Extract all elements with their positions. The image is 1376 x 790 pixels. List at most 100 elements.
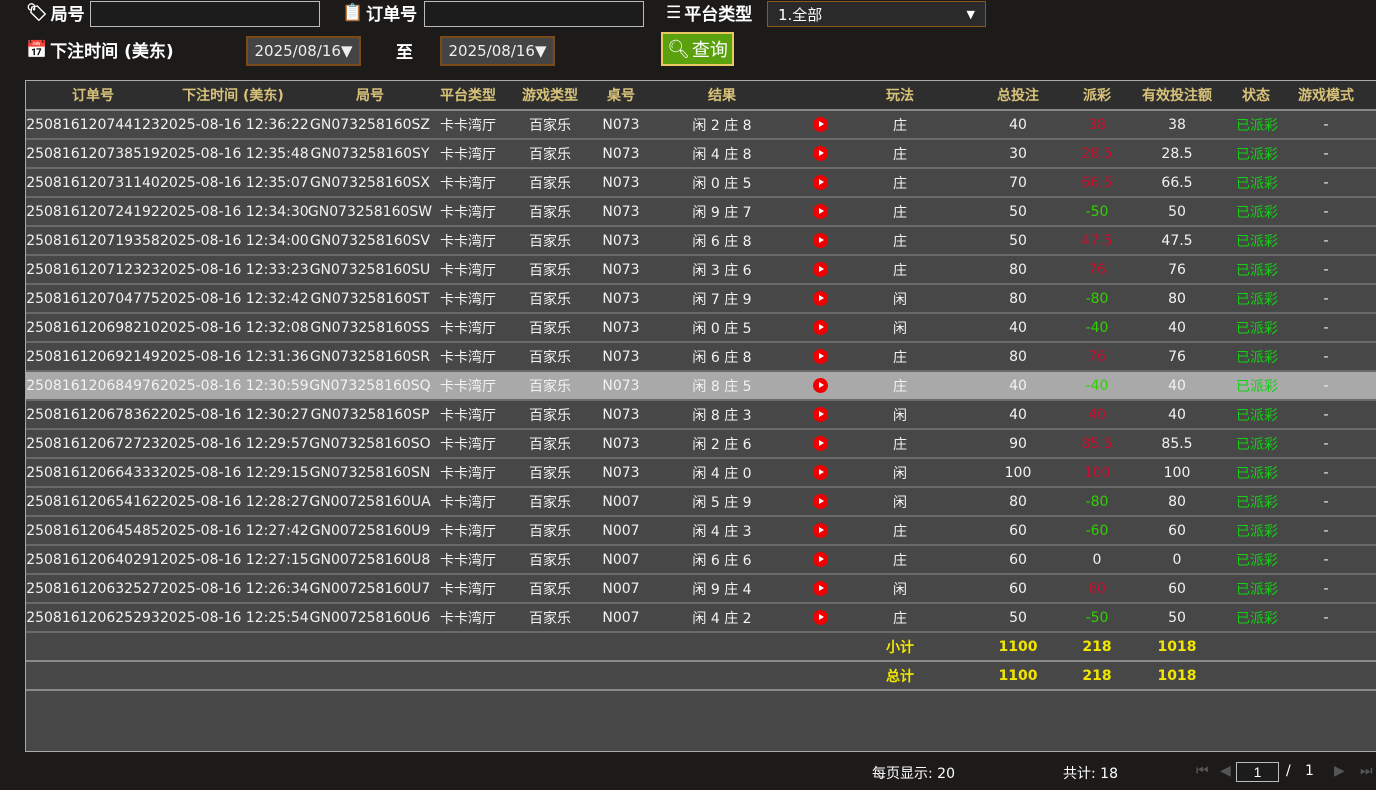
query-button[interactable]: 🔍︎ 查询: [661, 32, 734, 66]
table-row[interactable]: 250816120719358 2025-08-16 12:34:00 GN0732…: [26, 226, 1376, 256]
status-cell: 已派彩: [1236, 168, 1278, 198]
video-play-icon[interactable]: [812, 436, 828, 451]
table-row[interactable]: 250816120731140 2025-08-16 12:35:07 GN0732…: [26, 168, 1376, 198]
status-cell: 已派彩: [1236, 197, 1278, 227]
prev-page-icon[interactable]: ◀: [1220, 763, 1231, 779]
game-type-cell: 百家乐: [502, 429, 598, 459]
platform-cell: 卡卡湾厅: [434, 371, 502, 401]
video-play-icon[interactable]: [812, 146, 828, 161]
total-bet-cell: 80: [960, 284, 1076, 314]
video-play-icon[interactable]: [812, 407, 828, 422]
play-button-cell: [800, 255, 840, 285]
table-row[interactable]: 250816120678362 2025-08-16 12:30:27 GN0732…: [26, 400, 1376, 430]
table-row[interactable]: 250816120632527 2025-08-16 12:26:34 GN0072…: [26, 574, 1376, 604]
game-mode-cell: -: [1276, 255, 1376, 285]
video-play-icon[interactable]: [812, 378, 828, 393]
video-play-icon[interactable]: [812, 291, 828, 306]
table-row[interactable]: 250816120640291 2025-08-16 12:27:15 GN0072…: [26, 545, 1376, 575]
video-play-icon[interactable]: [812, 523, 828, 538]
order-id-cell: 250816120692149: [26, 342, 160, 372]
order-input[interactable]: [424, 1, 644, 27]
video-play-icon[interactable]: [812, 552, 828, 567]
order-id-cell: 250816120744123: [26, 110, 160, 140]
bet-type-cell: 庄: [840, 429, 960, 459]
first-page-icon[interactable]: ⏮: [1196, 763, 1209, 779]
bet-type-cell: 庄: [840, 197, 960, 227]
pagination-bar: 每页显示: 20 共计: 18 ⏮ ◀ / 1 ▶ ⏭: [0, 752, 1376, 790]
play-button-cell: [800, 284, 840, 314]
platform-select[interactable]: 1.全部 ▼: [767, 1, 986, 27]
video-play-icon[interactable]: [812, 349, 828, 364]
table-id-cell: N007: [598, 574, 644, 604]
table-row[interactable]: 250816120692149 2025-08-16 12:31:36 GN0732…: [26, 342, 1376, 372]
table-id-cell: N073: [598, 400, 644, 430]
table-row[interactable]: 250816120744123 2025-08-16 12:36:22 GN0732…: [26, 110, 1376, 140]
game-mode-cell: -: [1276, 603, 1376, 633]
bet-time-cell: 2025-08-16 12:26:34: [160, 574, 309, 604]
order-id-cell: 250816120712323: [26, 255, 160, 285]
play-button-cell: [800, 110, 840, 140]
empty-cell: [26, 632, 160, 662]
platform-cell: 卡卡湾厅: [434, 516, 502, 546]
total-bet-cell: 30: [960, 139, 1076, 169]
total-bet-cell: 50: [960, 603, 1076, 633]
table-row[interactable]: 250816120664333 2025-08-16 12:29:15 GN0732…: [26, 458, 1376, 488]
round-input[interactable]: [90, 1, 320, 27]
page-separator: /: [1286, 763, 1291, 779]
bet-type-cell: 庄: [840, 168, 960, 198]
video-play-icon[interactable]: [812, 204, 828, 219]
table-row[interactable]: 250816120654162 2025-08-16 12:28:27 GN0072…: [26, 487, 1376, 517]
video-play-icon[interactable]: [812, 233, 828, 248]
table-row[interactable]: 250816120704775 2025-08-16 12:32:42 GN0732…: [26, 284, 1376, 314]
platform-cell: 卡卡湾厅: [434, 255, 502, 285]
video-play-icon[interactable]: [812, 320, 828, 335]
platform-label: ☰ 平台类型: [666, 2, 753, 26]
table-row[interactable]: 250816120724192 2025-08-16 12:34:30 GN0732…: [26, 197, 1376, 227]
video-play-icon[interactable]: [812, 465, 828, 480]
table-row[interactable]: 250816120645485 2025-08-16 12:27:42 GN0072…: [26, 516, 1376, 546]
valid-bet-cell: 40: [1118, 313, 1236, 343]
grand_total-total-bet: 1100: [960, 661, 1076, 691]
next-page-icon[interactable]: ▶: [1334, 763, 1345, 779]
video-play-icon[interactable]: [812, 610, 828, 625]
last-page-icon[interactable]: ⏭: [1360, 763, 1373, 779]
table-id-cell: N073: [598, 342, 644, 372]
table-row[interactable]: 250816120625293 2025-08-16 12:25:54 GN0072…: [26, 603, 1376, 633]
total-count: 共计: 18: [1063, 766, 1118, 782]
date-to-picker[interactable]: 2025/08/16▼: [440, 36, 555, 66]
game-type-cell: 百家乐: [502, 458, 598, 488]
subtotal-payout: 218: [1076, 632, 1118, 662]
game-type-cell: 百家乐: [502, 139, 598, 169]
valid-bet-cell: 76: [1118, 255, 1236, 285]
table-row[interactable]: 250816120684976 2025-08-16 12:30:59 GN0732…: [26, 371, 1376, 401]
payout-cell: -50: [1076, 603, 1118, 633]
total-bet-cell: 100: [960, 458, 1076, 488]
status-cell: 已派彩: [1236, 516, 1278, 546]
table-row[interactable]: 250816120698210 2025-08-16 12:32:08 GN0732…: [26, 313, 1376, 343]
game-type-cell: 百家乐: [502, 516, 598, 546]
empty-cell: [1236, 661, 1276, 691]
total-bet-cell: 80: [960, 487, 1076, 517]
platform-cell: 卡卡湾厅: [434, 197, 502, 227]
game-type-cell: 百家乐: [502, 197, 598, 227]
video-play-icon[interactable]: [812, 175, 828, 190]
date-from-picker[interactable]: 2025/08/16▼: [246, 36, 361, 66]
play-button-cell: [800, 139, 840, 169]
video-play-icon[interactable]: [812, 262, 828, 277]
table-row[interactable]: 250816120672723 2025-08-16 12:29:57 GN0732…: [26, 429, 1376, 459]
empty-cell: [1276, 661, 1376, 691]
table-id-cell: N073: [598, 226, 644, 256]
total-bet-cell: 60: [960, 516, 1076, 546]
game-type-cell: 百家乐: [502, 110, 598, 140]
video-play-icon[interactable]: [812, 581, 828, 596]
platform-cell: 卡卡湾厅: [434, 168, 502, 198]
table-row[interactable]: 250816120738519 2025-08-16 12:35:48 GN0732…: [26, 139, 1376, 169]
result-cell: 闲 5 庄 9: [644, 487, 800, 517]
page-input[interactable]: [1236, 762, 1279, 782]
tag-icon: 🏷: [26, 2, 48, 23]
video-play-icon[interactable]: [812, 494, 828, 509]
video-play-icon[interactable]: [812, 117, 828, 132]
round-id-cell: GN073258160SX: [306, 168, 434, 198]
table-id-cell: N073: [598, 110, 644, 140]
table-row[interactable]: 250816120712323 2025-08-16 12:33:23 GN0732…: [26, 255, 1376, 285]
